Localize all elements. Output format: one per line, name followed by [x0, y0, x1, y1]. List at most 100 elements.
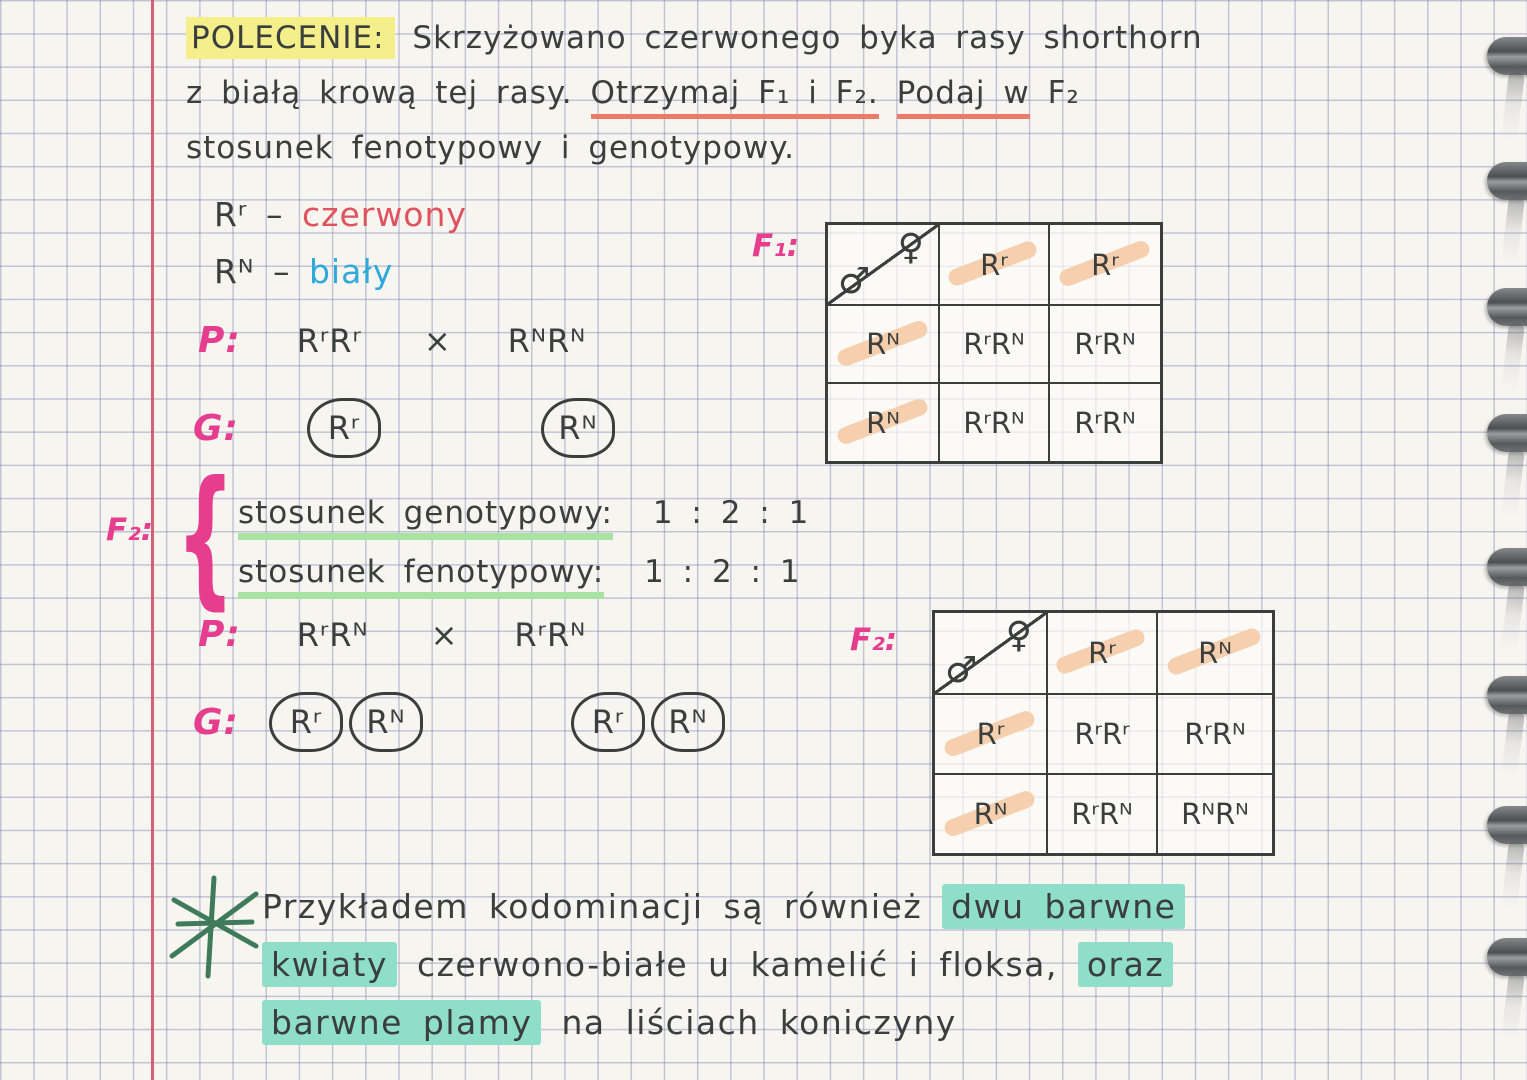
gamete-value: Rᴺ — [366, 703, 406, 741]
punnett-row-header: Rᴺ — [828, 384, 940, 461]
gamete-circle: Rʳ — [306, 398, 381, 458]
cell-value: RʳRᴺ — [963, 327, 1025, 361]
allele-white-definition: Rᴺ – biały — [214, 243, 467, 300]
binder-ring — [1487, 414, 1527, 452]
cross2-parent2: RʳRᴺ — [514, 615, 587, 654]
note-line1-plain: Przykładem kodominacji są również — [262, 887, 923, 926]
col-header-value: Rʳ — [980, 247, 1008, 282]
p-label: P: — [198, 614, 241, 655]
task-line-2: z białą krową tej rasy. Otrzymaj F₁ i F₂… — [186, 69, 1486, 119]
f2-square-label: F₂: — [850, 622, 898, 658]
punnett-cell: RʳRᴺ — [1050, 384, 1160, 461]
gamete-circle: Rʳ — [268, 692, 343, 752]
note-line-3: barwne plamy na liściach koniczyny — [262, 994, 1492, 1052]
male-icon: ♂ — [838, 261, 871, 302]
gamete-value: Rᴺ — [558, 409, 598, 447]
allele-white-symbol: Rᴺ — [214, 252, 255, 291]
punnett-row-header: Rᴺ — [828, 306, 940, 384]
cross1-gametes-row: G: Rʳ Rᴺ — [193, 398, 615, 458]
task-intro-text: Skrzyżowano czerwonego byka rasy shortho… — [412, 20, 1203, 56]
allele-white-meaning: biały — [308, 252, 394, 291]
f2-punnett-square: ♀ ♂ Rʳ Rᴺ Rʳ RʳRʳ RʳRᴺ Rᴺ RʳRᴺ RᴺRᴺ — [932, 610, 1275, 856]
binder-ring — [1487, 288, 1527, 326]
gamete-circle: Rᴺ — [348, 692, 423, 752]
note-line1-highlight: dwu barwne — [942, 884, 1186, 929]
task-line2-plain: z białą krową tej rasy. — [186, 75, 573, 111]
binder-ring — [1487, 37, 1527, 75]
note-line2-plain: czerwono-białe u kamelić i floksa, — [416, 945, 1058, 984]
row-header-value: Rᴺ — [866, 405, 900, 440]
dash: – — [265, 195, 284, 234]
task-line-3: stosunek fenotypowy i genotypowy. — [186, 124, 1486, 173]
task-statement: POLECENIE: Skrzyżowano czerwonego byka r… — [186, 14, 1486, 173]
note-line3-plain: na liściach koniczyny — [561, 1003, 957, 1042]
genotype-ratio-label: stosunek genotypowy: — [238, 495, 613, 540]
row-header-value: Rᴺ — [866, 327, 900, 361]
punnett-cell: RʳRᴺ — [1158, 695, 1272, 775]
binder-ring — [1487, 162, 1527, 200]
punnett-col-header: Rʳ — [1050, 225, 1160, 306]
gamete-value: Rʳ — [289, 703, 323, 741]
note-line-1: Przykładem kodominacji są również dwu ba… — [262, 878, 1492, 936]
binder-ring — [1487, 548, 1527, 586]
gamete-circle: Rᴺ — [650, 692, 725, 752]
phenotype-ratio-value: 1 : 2 : 1 — [644, 554, 801, 590]
gamete-value: Rᴺ — [668, 703, 708, 741]
note-line2-highlight1: kwiaty — [262, 942, 397, 987]
cell-value: RʳRᴺ — [1071, 797, 1133, 831]
punnett-cell: RᴺRᴺ — [1158, 775, 1272, 853]
phenotype-ratio-line: stosunek fenotypowy: 1 : 2 : 1 — [238, 543, 809, 602]
female-icon: ♀ — [1005, 615, 1032, 656]
col-header-value: Rᴺ — [1198, 636, 1232, 670]
note-line2-highlight2: oraz — [1077, 942, 1174, 987]
f1-punnett-square: ♀ ♂ Rʳ Rʳ Rᴺ RʳRᴺ RʳRᴺ Rᴺ RʳRᴺ RʳRᴺ — [825, 222, 1163, 464]
task-line-1: POLECENIE: Skrzyżowano czerwonego byka r… — [186, 14, 1486, 63]
allele-legend: Rʳ – czerwony Rᴺ – biały — [214, 186, 467, 300]
times-sign: × — [423, 321, 452, 360]
genotype-ratio-line: stosunek genotypowy: 1 : 2 : 1 — [238, 484, 809, 543]
cross1-parents-row: P: RʳRʳ × RᴺRᴺ — [198, 320, 586, 361]
punnett-col-header: Rʳ — [1048, 613, 1158, 695]
punnett-col-header: Rᴺ — [1158, 613, 1272, 695]
cross2-parent1: RʳRᴺ — [296, 615, 369, 654]
times-sign: × — [430, 615, 459, 654]
dash: – — [272, 252, 291, 291]
punnett-corner: ♀ ♂ — [935, 613, 1048, 695]
binder-ring — [1487, 676, 1527, 714]
g-label: G: — [193, 701, 239, 743]
cross1-parent2: RᴺRᴺ — [507, 321, 587, 360]
punnett-cell: RʳRʳ — [1048, 695, 1158, 775]
f1-square-label: F₁: — [752, 228, 800, 264]
gamete-value: Rʳ — [327, 409, 361, 447]
punnett-cell: RʳRᴺ — [1048, 775, 1158, 853]
punnett-cell: RʳRᴺ — [940, 384, 1050, 461]
female-icon: ♀ — [897, 227, 924, 268]
cell-value: RʳRᴺ — [1074, 405, 1136, 440]
cross2-parents-row: P: RʳRᴺ × RʳRᴺ — [198, 614, 586, 655]
punnett-row-header: Rᴺ — [935, 775, 1048, 853]
f2-ratio-lines: stosunek genotypowy: 1 : 2 : 1 stosunek … — [238, 484, 809, 602]
punnett-corner: ♀ ♂ — [828, 225, 940, 306]
cell-value: RʳRᴺ — [963, 405, 1025, 440]
allele-red-definition: Rʳ – czerwony — [214, 186, 467, 243]
task-underlined-podaj: Podaj w — [896, 75, 1030, 119]
p-label: P: — [198, 320, 241, 361]
gamete-value: Rʳ — [591, 703, 625, 741]
binder-ring — [1487, 938, 1527, 976]
punnett-cell: RʳRᴺ — [1050, 306, 1160, 384]
row-header-value: Rʳ — [976, 717, 1005, 751]
col-header-value: Rʳ — [1091, 247, 1119, 282]
gamete-circle: Rʳ — [570, 692, 645, 752]
punnett-col-header: Rʳ — [940, 225, 1050, 306]
cell-value: RʳRᴺ — [1184, 717, 1246, 751]
punnett-cell: RʳRᴺ — [940, 306, 1050, 384]
binder-ring — [1487, 806, 1527, 844]
cell-value: RʳRᴺ — [1074, 327, 1136, 361]
cross2-gametes-row: G: Rʳ Rᴺ Rʳ Rᴺ — [193, 692, 725, 752]
task-underlined-obtain-f1-f2: Otrzymaj F₁ i F₂. — [590, 75, 879, 119]
task-line2-end: F₂ — [1047, 75, 1080, 111]
codominance-note: Przykładem kodominacji są również dwu ba… — [262, 878, 1492, 1052]
note-line-2: kwiaty czerwono-białe u kamelić i floksa… — [262, 936, 1492, 994]
cross1-parent1: RʳRʳ — [296, 321, 362, 360]
cell-value: RʳRʳ — [1074, 717, 1130, 751]
